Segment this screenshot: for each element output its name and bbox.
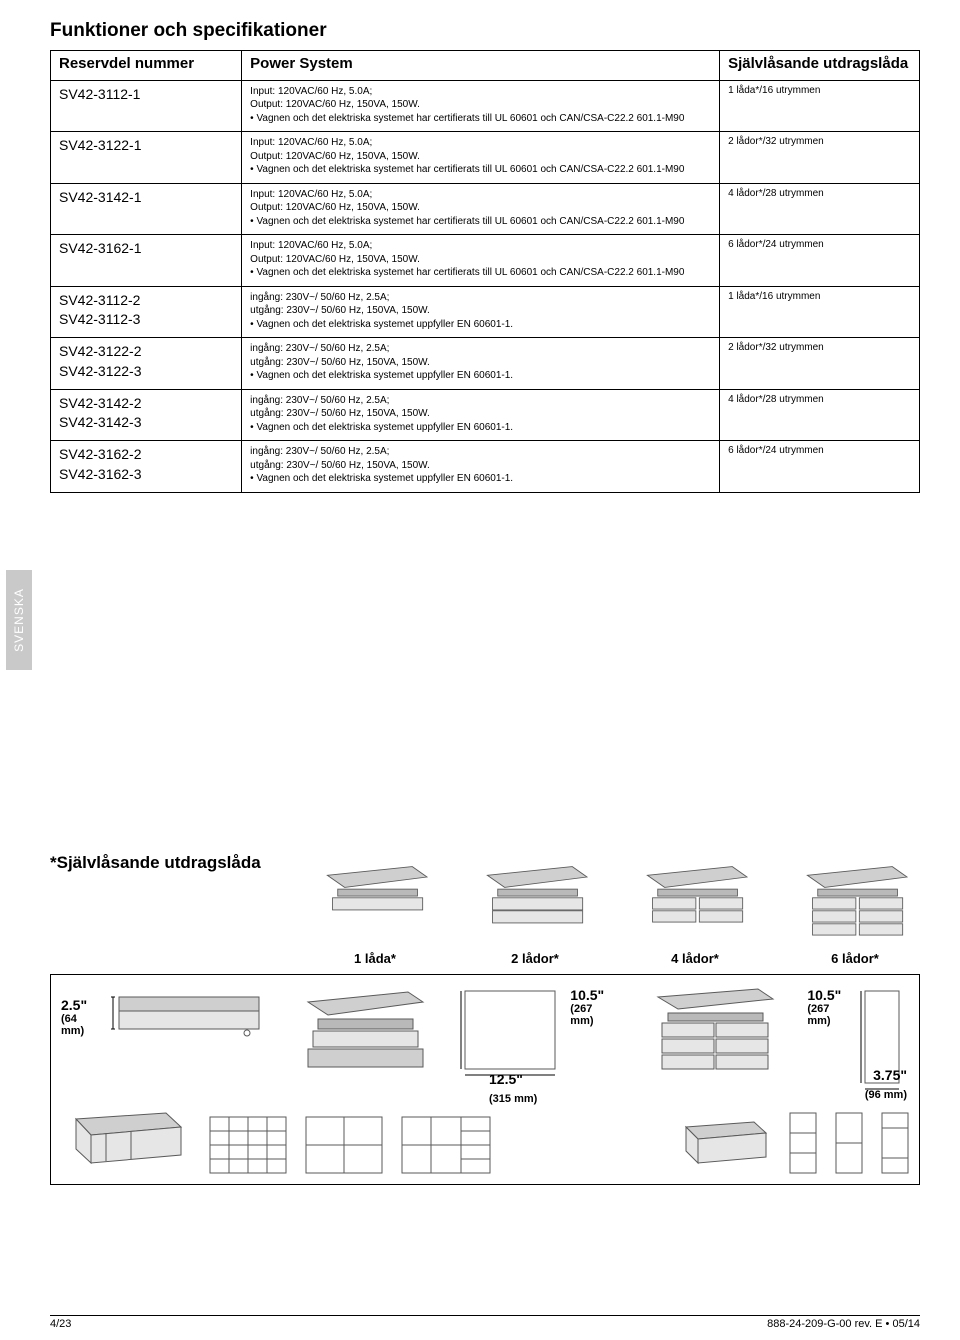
tall-grid-a [789, 1112, 817, 1174]
grid-mixed [401, 1116, 491, 1174]
cell-part: SV42-3112-1 [51, 80, 242, 132]
tall-grid-c [881, 1112, 909, 1174]
side-drawer-diagram [109, 987, 268, 1047]
cart-six-drawer-diagram [638, 987, 787, 1097]
cell-power: Input: 120VAC/60 Hz, 5.0A;Output: 120VAC… [242, 235, 720, 287]
cell-drawer: 2 lådor*/32 utrymmen [720, 338, 920, 390]
cell-power: ingång: 230V~/ 50/60 Hz, 2.5A;utgång: 23… [242, 389, 720, 441]
cell-power: ingång: 230V~/ 50/60 Hz, 2.5A;utgång: 23… [242, 441, 720, 493]
cell-drawer: 6 lådor*/24 utrymmen [720, 441, 920, 493]
cell-drawer: 1 låda*/16 utrymmen [720, 80, 920, 132]
cell-drawer: 6 lådor*/24 utrymmen [720, 235, 920, 287]
cell-part: SV42-3122-2 SV42-3122-3 [51, 338, 242, 390]
drawer-variant-label: 1 låda* [310, 951, 440, 966]
dim-12-5: 12.5" [489, 1071, 523, 1087]
drawer-variant-label: 4 lådor* [630, 951, 760, 966]
language-tab: SVENSKA [6, 570, 32, 670]
drawer-variant: 6 lådor* [790, 858, 920, 966]
spec-table: Reservdel nummer Power System Självlåsan… [50, 50, 920, 493]
table-row: SV42-3162-1Input: 120VAC/60 Hz, 5.0A;Out… [51, 235, 920, 287]
dim-2-5-sub: (64 mm) [61, 1013, 103, 1037]
cart-single-drawer-diagram [288, 987, 437, 1087]
table-row: SV42-3142-2 SV42-3142-3ingång: 230V~/ 50… [51, 389, 920, 441]
drawer-variant-label: 6 lådor* [790, 951, 920, 966]
dim-10-5b-sub: (267 mm) [807, 1003, 855, 1027]
cell-drawer: 4 lådor*/28 utrymmen [720, 183, 920, 235]
small-open-drawer-diagram [676, 1119, 771, 1174]
cell-part: SV42-3162-2 SV42-3162-3 [51, 441, 242, 493]
cell-drawer: 1 låda*/16 utrymmen [720, 286, 920, 338]
drawer-variant: 4 lådor* [630, 858, 760, 966]
page-number: 4/23 [50, 1318, 71, 1330]
table-row: SV42-3122-2 SV42-3122-3ingång: 230V~/ 50… [51, 338, 920, 390]
cell-part: SV42-3122-1 [51, 132, 242, 184]
cell-power: Input: 120VAC/60 Hz, 5.0A;Output: 120VAC… [242, 80, 720, 132]
col-drawer: Självlåsande utdragslåda [720, 51, 920, 81]
tall-grid-b [835, 1112, 863, 1174]
table-row: SV42-3112-2 SV42-3112-3ingång: 230V~/ 50… [51, 286, 920, 338]
dim-12-5-sub: (315 mm) [489, 1093, 537, 1105]
cell-part: SV42-3162-1 [51, 235, 242, 287]
table-row: SV42-3142-1Input: 120VAC/60 Hz, 5.0A;Out… [51, 183, 920, 235]
grid-2x2 [305, 1116, 383, 1174]
drawer-variant: 2 lådor* [470, 858, 600, 966]
open-drawer-diagram [61, 1109, 191, 1174]
doc-revision: 888-24-209-G-00 rev. E • 05/14 [767, 1318, 920, 1330]
grid-4x4 [209, 1116, 287, 1174]
cell-power: Input: 120VAC/60 Hz, 5.0A;Output: 120VAC… [242, 132, 720, 184]
dim-3-75-sub: (96 mm) [865, 1089, 907, 1101]
dim-10-5a: 10.5" [570, 987, 618, 1003]
cell-drawer: 2 lådor*/32 utrymmen [720, 132, 920, 184]
cell-power: Input: 120VAC/60 Hz, 5.0A;Output: 120VAC… [242, 183, 720, 235]
cell-part: SV42-3142-2 SV42-3142-3 [51, 389, 242, 441]
cell-power: ingång: 230V~/ 50/60 Hz, 2.5A;utgång: 23… [242, 338, 720, 390]
drawer-section-title: *Självlåsande utdragslåda [50, 853, 261, 873]
drawer-variant: 1 låda* [310, 858, 440, 966]
col-power: Power System [242, 51, 720, 81]
table-row: SV42-3112-1Input: 120VAC/60 Hz, 5.0A;Out… [51, 80, 920, 132]
cell-drawer: 4 lådor*/28 utrymmen [720, 389, 920, 441]
dim-3-75: 3.75" [873, 1067, 907, 1083]
page-title: Funktioner och specifikationer [50, 20, 920, 42]
table-row: SV42-3162-2 SV42-3162-3ingång: 230V~/ 50… [51, 441, 920, 493]
page-footer: 4/23 888-24-209-G-00 rev. E • 05/14 [50, 1315, 920, 1330]
cell-power: ingång: 230V~/ 50/60 Hz, 2.5A;utgång: 23… [242, 286, 720, 338]
cell-part: SV42-3142-1 [51, 183, 242, 235]
cell-part: SV42-3112-2 SV42-3112-3 [51, 286, 242, 338]
table-row: SV42-3122-1Input: 120VAC/60 Hz, 5.0A;Out… [51, 132, 920, 184]
dimensions-box: 2.5" (64 mm) [50, 974, 920, 1185]
dim-10-5b: 10.5" [807, 987, 855, 1003]
dim-2-5: 2.5" [61, 997, 103, 1013]
dim-10-5a-sub: (267 mm) [570, 1003, 618, 1027]
drawer-variant-label: 2 lådor* [470, 951, 600, 966]
col-part: Reservdel nummer [51, 51, 242, 81]
